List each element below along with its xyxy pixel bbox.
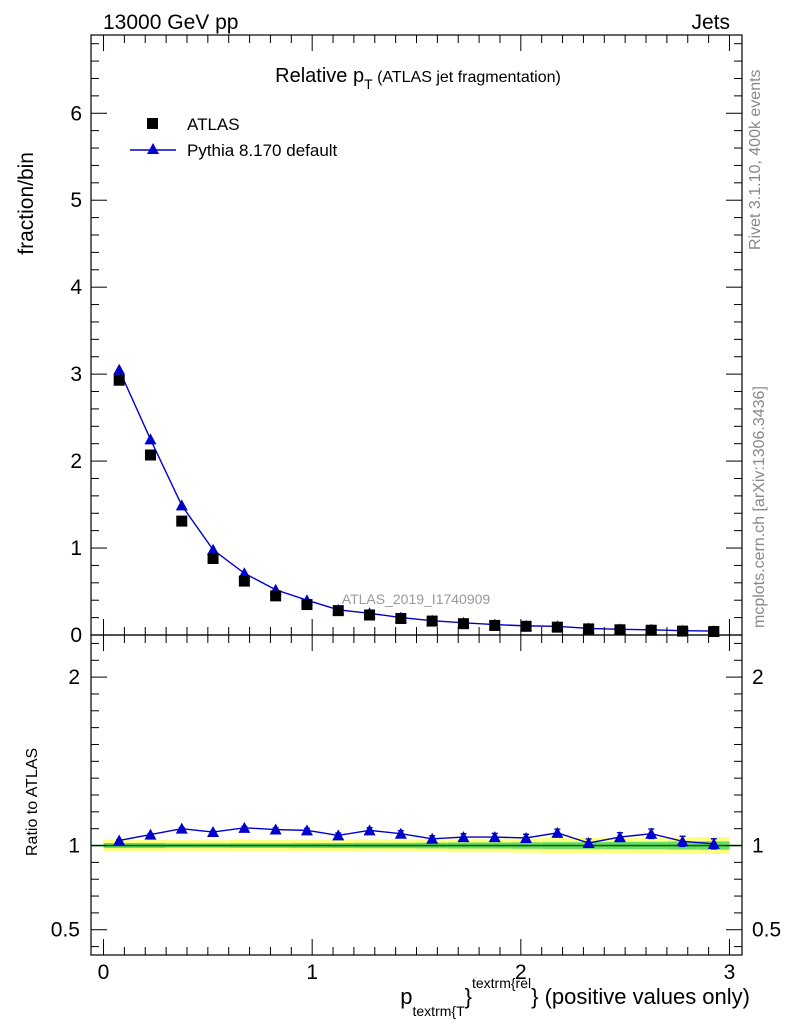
- mc-point: [207, 543, 220, 555]
- ratio-point: [457, 831, 470, 843]
- y-tick-label: 3: [70, 363, 82, 386]
- legend-label-pythia: Pythia 8.170 default: [187, 141, 338, 160]
- ratio-uncertainty-band: [91, 837, 742, 854]
- xlabel-p: p: [400, 984, 412, 1009]
- data-point: [238, 575, 250, 587]
- data-point: [677, 625, 689, 637]
- xlabel-tail: } (positive values only): [531, 984, 750, 1009]
- data-point: [614, 624, 626, 636]
- header-left: 13000 GeV pp: [103, 11, 238, 34]
- ratio-point: [426, 832, 439, 844]
- mc-point: [144, 433, 157, 445]
- data-point: [583, 623, 595, 635]
- y-tick-label: 0: [70, 624, 82, 647]
- ratio-point: [363, 824, 376, 836]
- data-point: [457, 618, 469, 630]
- plot-title-prefix: Relative p: [275, 65, 364, 87]
- main-axes: 0 1 2 3 4 5 6: [70, 35, 742, 647]
- x-tick-label: 3: [724, 961, 736, 984]
- ratio-point: [113, 834, 126, 846]
- plot-title: Relative pT (ATLAS jet fragmentation): [275, 65, 561, 92]
- ratio-point: [520, 831, 533, 843]
- ratio-point: [488, 831, 501, 843]
- x-axis-label: ptextrm{T}textrm{rel} (positive values o…: [400, 975, 750, 1019]
- main-data-series: [113, 374, 720, 638]
- data-point: [489, 619, 501, 631]
- ratio-y-tick-label: 2: [68, 666, 80, 689]
- legend-label-atlas: ATLAS: [187, 115, 240, 134]
- ratio-mc-series: [113, 821, 720, 850]
- x-tick-label: 0: [98, 961, 110, 984]
- ratio-point: [394, 827, 407, 839]
- ratio-point: [707, 837, 720, 849]
- ratio-point: [300, 824, 313, 836]
- y-tick-label: 2: [70, 450, 82, 473]
- ratio-line: [119, 827, 714, 845]
- ratio-y-tick-label-right: 1: [752, 835, 764, 858]
- analysis-tag: ATLAS_2019_I1740909: [342, 591, 491, 607]
- ratio-point: [144, 828, 157, 840]
- x-tick-label: 1: [306, 961, 318, 984]
- xlabel-sup: textrm{rel: [472, 975, 531, 991]
- data-point: [176, 515, 188, 527]
- data-point: [708, 626, 720, 638]
- data-point: [207, 552, 219, 564]
- ratio-point: [645, 827, 658, 839]
- data-point: [332, 605, 344, 617]
- x-tick-label: 2: [515, 961, 527, 984]
- xlabel-mid: }: [465, 984, 472, 1009]
- ratio-point: [332, 829, 345, 841]
- y-tick-label: 1: [70, 537, 82, 560]
- ratio-point: [238, 821, 251, 833]
- data-point: [270, 590, 282, 602]
- ratio-y-tick-label-right: 2: [752, 666, 764, 689]
- rivet-side-text: Rivet 3.1.10, 400k events: [747, 69, 764, 250]
- ratio-panel-frame: [90, 634, 743, 956]
- data-point: [113, 374, 125, 386]
- ratio-point: [269, 823, 282, 835]
- data-point: [645, 624, 657, 636]
- legend-marker-atlas: [147, 118, 158, 129]
- main-ylabel: fraction/bin: [15, 152, 38, 255]
- data-point: [364, 609, 376, 621]
- plot-title-suffix: (ATLAS jet fragmentation): [373, 69, 561, 86]
- header-right: Jets: [691, 11, 730, 34]
- data-point: [551, 621, 563, 633]
- ratio-axes: 0 1 2 3 0.5 0.5 1 1 2 2: [51, 635, 781, 984]
- mc-point: [175, 499, 188, 511]
- ratio-point: [175, 822, 188, 834]
- mcplots-side-text: mcplots.cern.ch [arXiv:1306.3436]: [751, 386, 768, 628]
- y-tick-label: 6: [70, 102, 82, 125]
- mc-point: [238, 567, 251, 579]
- data-point: [144, 449, 156, 461]
- y-tick-label: 5: [70, 189, 82, 212]
- ratio-point: [582, 837, 595, 848]
- ratio-ylabel: Ratio to ATLAS: [24, 748, 41, 856]
- ratio-y-tick-label-right: 0.5: [752, 919, 781, 942]
- plot-title-sub: T: [364, 76, 373, 92]
- ratio-point: [207, 826, 220, 838]
- ratio-y-tick-label: 1: [68, 835, 80, 858]
- mc-point: [113, 363, 126, 375]
- data-point: [426, 615, 438, 627]
- ratio-point: [613, 831, 626, 843]
- ratio-point: [551, 826, 564, 838]
- ratio-y-tick-label: 0.5: [51, 919, 80, 942]
- y-tick-label: 4: [70, 276, 82, 299]
- data-point: [301, 599, 313, 611]
- data-point: [395, 612, 407, 624]
- legend: ATLAS Pythia 8.170 default: [130, 115, 338, 160]
- data-point: [520, 620, 532, 632]
- legend-marker-pythia: [147, 143, 159, 154]
- ratio-point: [676, 835, 689, 847]
- xlabel-sub: textrm{T: [413, 1003, 466, 1019]
